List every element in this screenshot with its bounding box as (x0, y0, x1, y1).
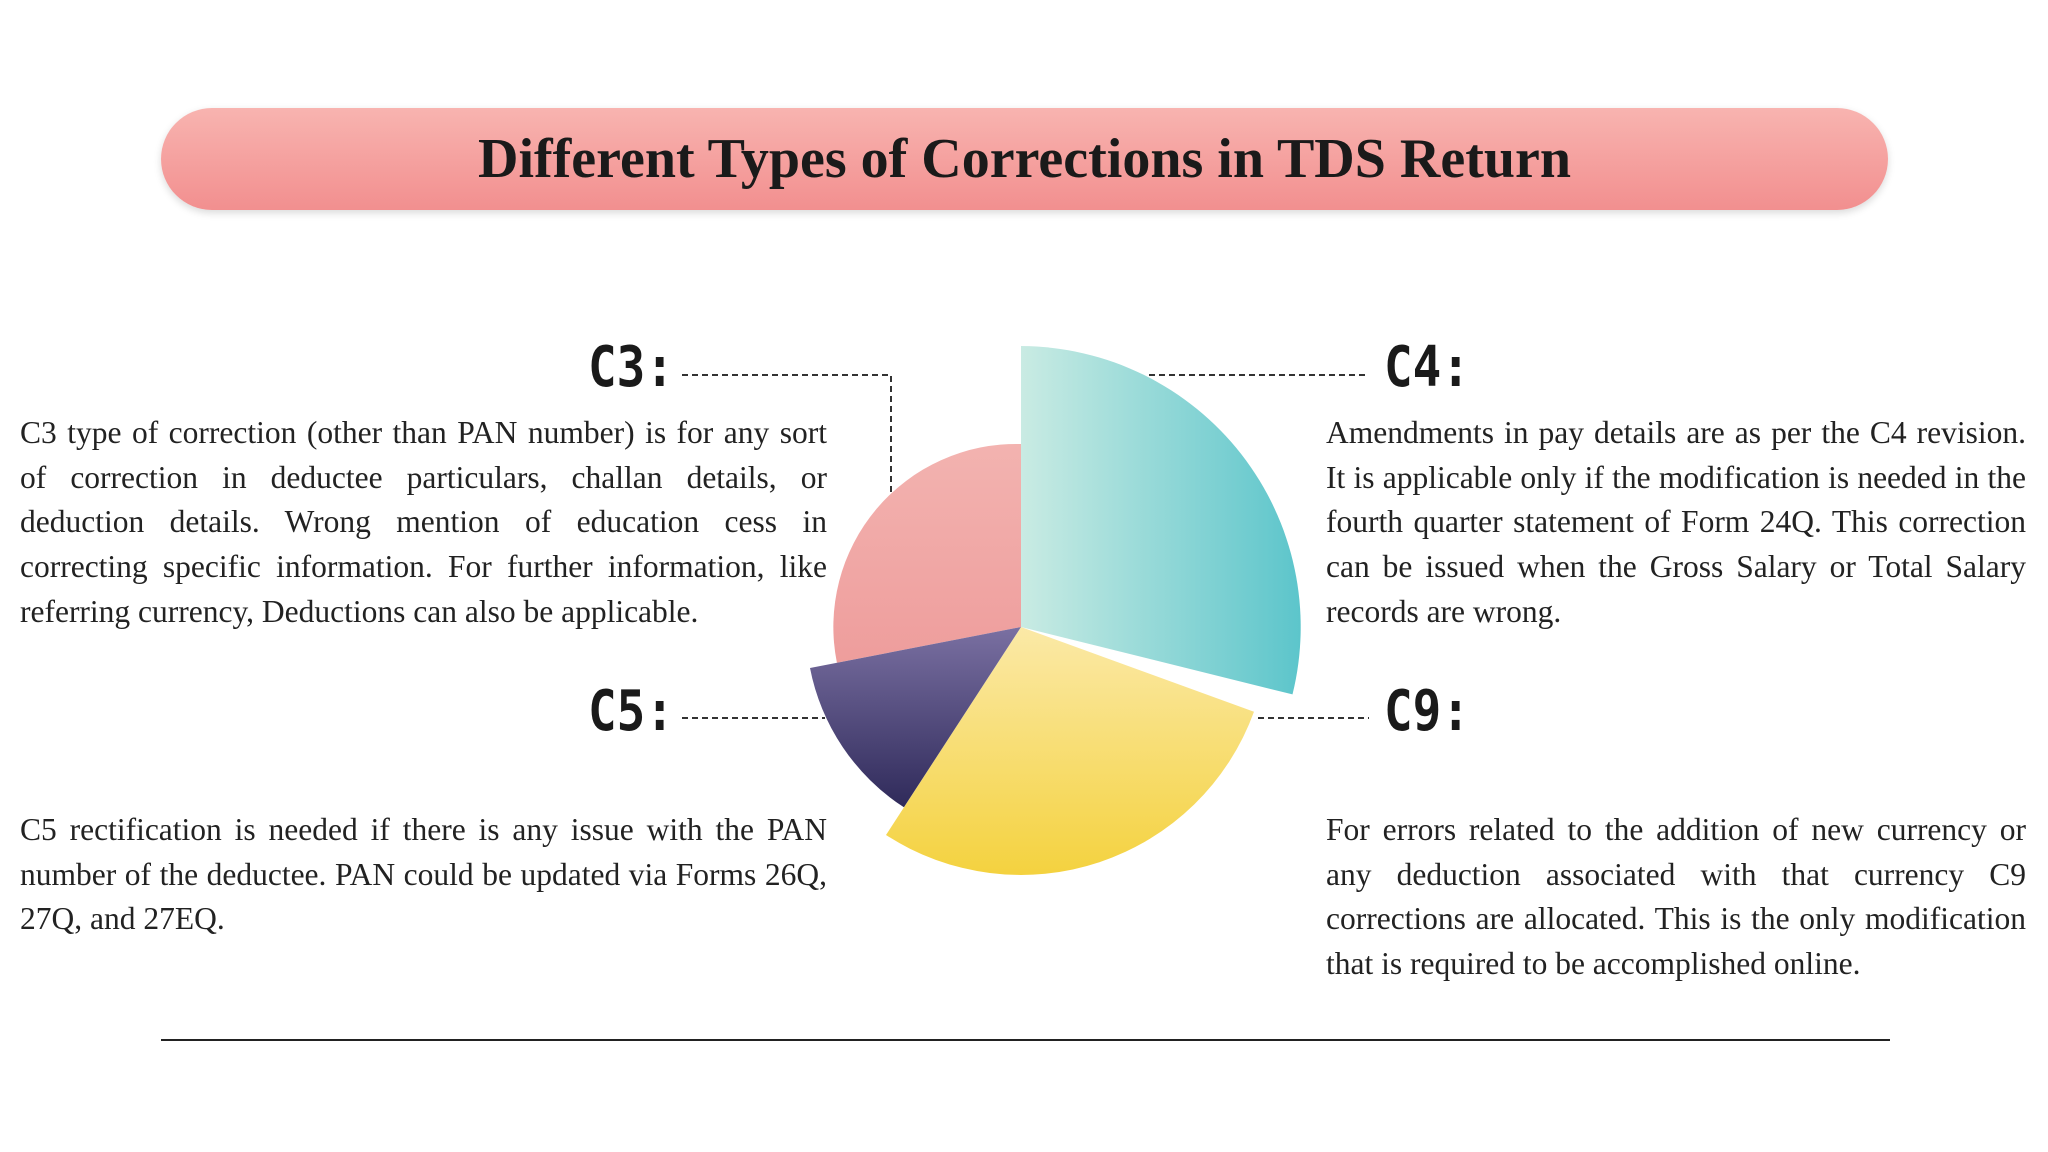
section-text: Amendments in pay details are as per the… (1326, 415, 2026, 629)
section-text: For errors related to the addition of ne… (1326, 812, 2026, 982)
section-label: C3: (588, 335, 674, 400)
connectors (682, 374, 1369, 719)
title: Different Types of Corrections in TDS Re… (161, 108, 1888, 210)
section-label: C9: (1384, 679, 1470, 744)
pie-illustration (810, 346, 1301, 875)
section-label: C5: (588, 679, 674, 744)
section-text: C5 rectification is needed if there is a… (20, 812, 827, 937)
section-text: C3 type of correction (other than PAN nu… (20, 415, 827, 629)
section-label: C4: (1384, 335, 1470, 400)
